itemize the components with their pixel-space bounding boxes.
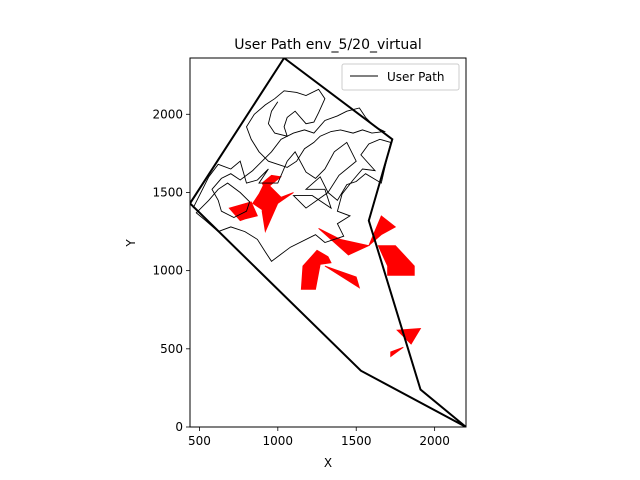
y-axis-ticks: 0 500 1000 1500 2000 <box>152 107 190 434</box>
x-tick-label: 1500 <box>341 434 372 448</box>
obstacle-9 <box>324 265 361 289</box>
y-tick-label: 0 <box>175 420 183 434</box>
x-tick-label: 500 <box>188 434 211 448</box>
obstacle-8 <box>300 249 332 290</box>
x-axis-ticks: 500 1000 1500 2000 <box>188 427 450 448</box>
user-path-layer <box>192 88 392 262</box>
chart-title: User Path env_5/20_virtual <box>234 37 422 53</box>
obstacle-6 <box>368 215 397 246</box>
legend: User Path <box>341 63 460 91</box>
y-tick-label: 1500 <box>152 185 183 199</box>
x-tick-label: 1000 <box>263 434 294 448</box>
legend-label-user-path: User Path <box>387 70 445 84</box>
obstacle-7 <box>377 245 415 276</box>
legend-box <box>341 63 460 91</box>
y-tick-label: 500 <box>160 342 183 356</box>
y-tick-label: 2000 <box>152 107 183 121</box>
y-tick-label: 1000 <box>152 264 183 278</box>
obstacle-4 <box>261 180 294 234</box>
x-axis-label: X <box>324 456 332 470</box>
obstacle-11 <box>390 346 404 358</box>
y-axis-label: Y <box>124 239 138 248</box>
series-line-user-path <box>192 88 392 262</box>
environment-boundary <box>190 58 466 427</box>
plot-frame <box>189 57 467 428</box>
boundary-layer <box>190 58 466 427</box>
x-tick-label: 2000 <box>419 434 450 448</box>
obstacle-layer <box>228 174 422 358</box>
